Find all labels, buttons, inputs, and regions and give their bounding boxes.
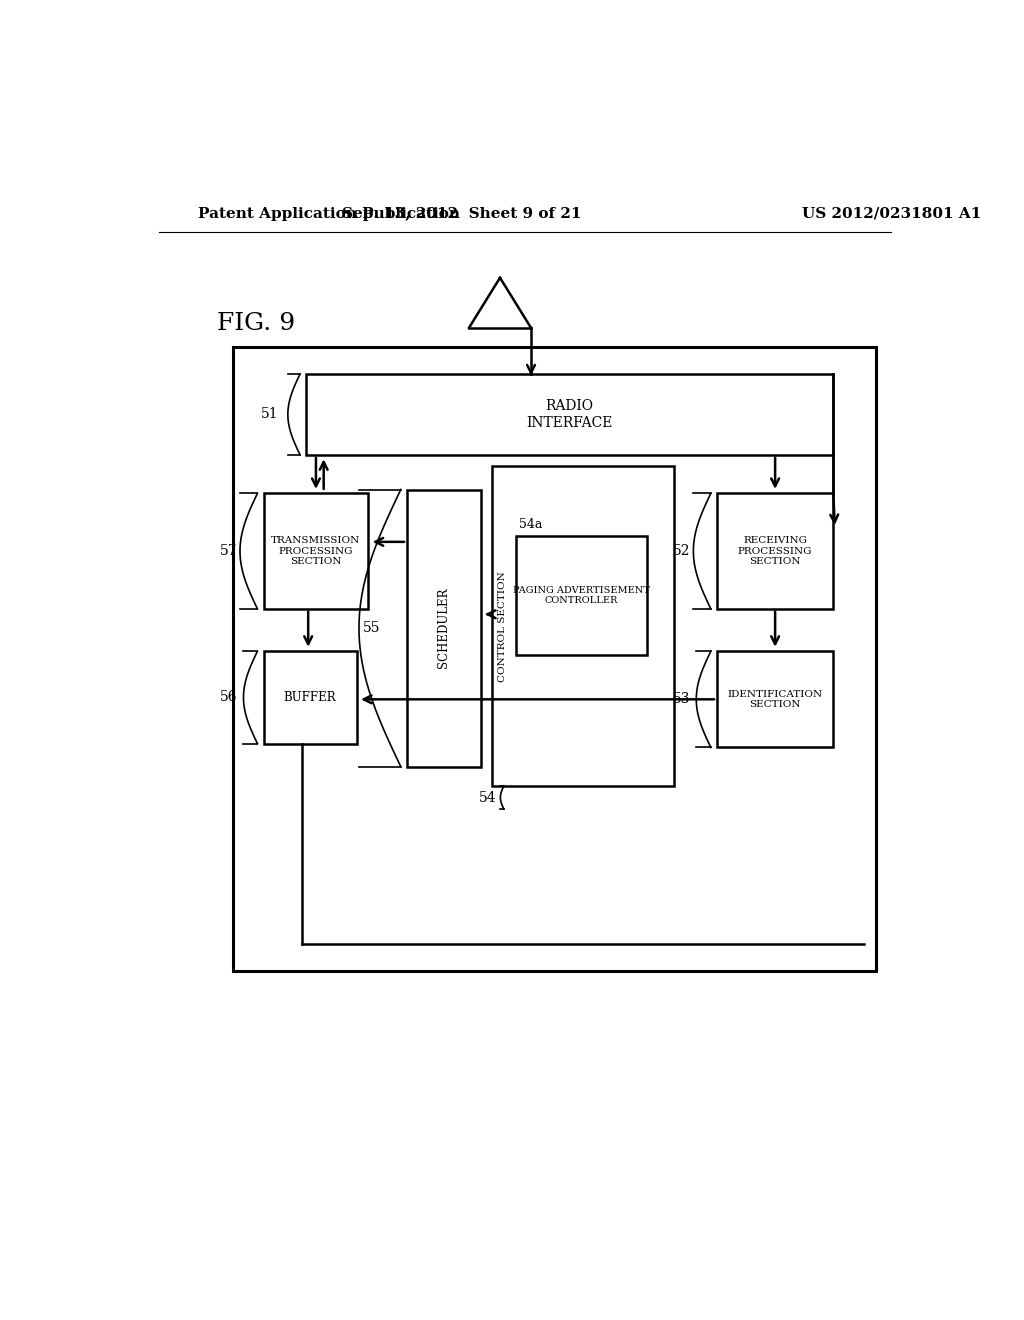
Bar	[232, 347, 876, 970]
Text: 54a: 54a	[519, 517, 543, 531]
Text: IDENTIFICATION
SECTION: IDENTIFICATION SECTION	[728, 689, 822, 709]
Text: Patent Application Publication: Patent Application Publication	[198, 207, 460, 220]
Text: 52: 52	[673, 544, 690, 558]
Bar	[717, 494, 834, 609]
Text: 55: 55	[364, 622, 381, 635]
Text: RECEIVING
PROCESSING
SECTION: RECEIVING PROCESSING SECTION	[738, 536, 812, 566]
Bar	[263, 651, 356, 743]
Bar	[407, 490, 480, 767]
Text: PAGING ADVERTISEMENT
CONTROLLER: PAGING ADVERTISEMENT CONTROLLER	[513, 586, 650, 605]
Bar	[263, 494, 369, 609]
Text: Sep. 13, 2012  Sheet 9 of 21: Sep. 13, 2012 Sheet 9 of 21	[341, 207, 581, 220]
Text: TRANSMISSION
PROCESSING
SECTION: TRANSMISSION PROCESSING SECTION	[271, 536, 360, 566]
Text: 51: 51	[261, 408, 279, 421]
Text: 53: 53	[673, 692, 690, 706]
Bar	[515, 536, 647, 655]
Text: 54: 54	[478, 791, 496, 804]
Text: FIG. 9: FIG. 9	[217, 313, 295, 335]
Text: SCHEDULER: SCHEDULER	[437, 587, 451, 668]
Text: 57: 57	[220, 544, 238, 558]
Text: US 2012/0231801 A1: US 2012/0231801 A1	[802, 207, 982, 220]
Text: CONTROL SECTION: CONTROL SECTION	[498, 570, 507, 681]
Text: 56: 56	[220, 690, 238, 705]
Text: RADIO
INTERFACE: RADIO INTERFACE	[526, 400, 613, 429]
Bar	[493, 466, 675, 785]
Bar	[717, 651, 834, 747]
Bar	[306, 374, 834, 455]
Text: BUFFER: BUFFER	[284, 690, 337, 704]
